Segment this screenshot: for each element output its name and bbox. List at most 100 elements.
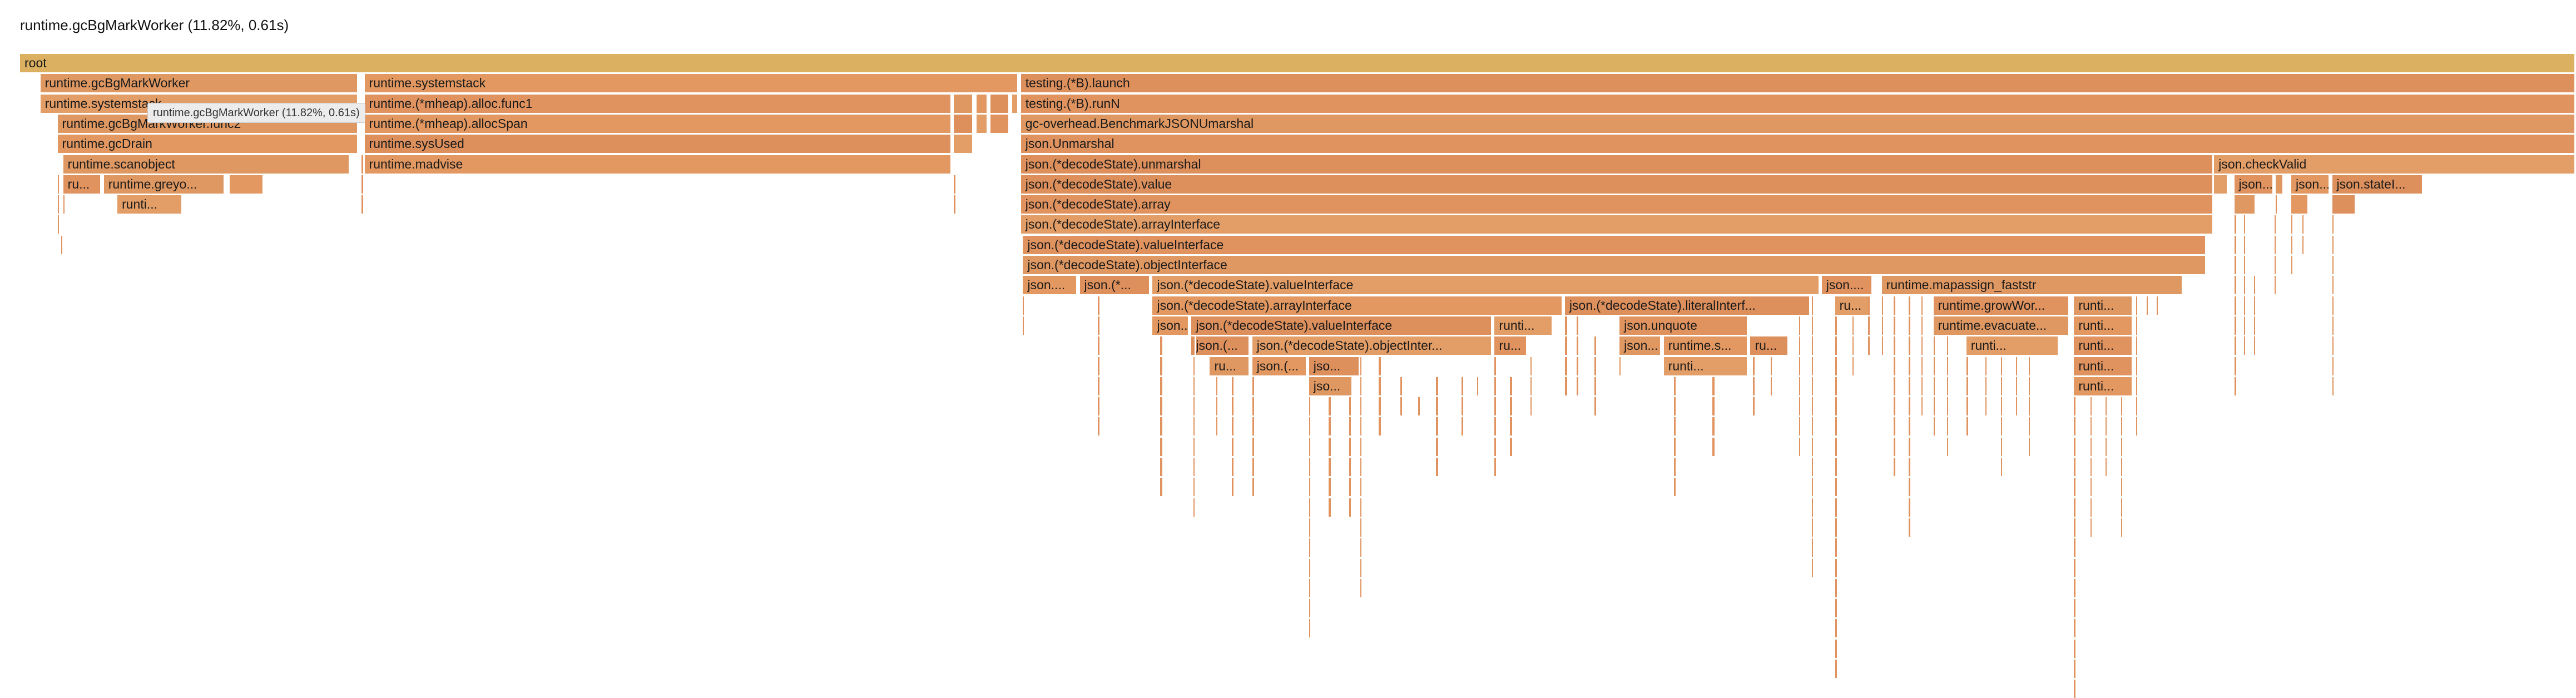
flame-frame[interactable]: runti...: [117, 195, 183, 214]
flame-frame[interactable]: runtime.scanobject: [63, 155, 351, 174]
flame-frame-sliver[interactable]: [1947, 417, 1950, 436]
flame-frame-sliver[interactable]: [1436, 437, 1440, 456]
flame-frame-sliver[interactable]: [1097, 316, 1101, 335]
flame-frame-sliver[interactable]: [2106, 458, 2109, 476]
flame-frame-sliver[interactable]: [1360, 558, 1364, 577]
flame-frame-sliver[interactable]: [1510, 377, 1514, 395]
flame-frame-sliver[interactable]: [1933, 336, 1936, 355]
flame-frame-sliver[interactable]: [1360, 377, 1364, 395]
flame-frame-sliver[interactable]: [1400, 397, 1404, 416]
flame-frame-sliver[interactable]: [1360, 498, 1364, 517]
flame-frame-sliver[interactable]: [1835, 498, 1839, 517]
flame-frame-sliver[interactable]: [1360, 437, 1364, 456]
flame-frame-sliver[interactable]: [1799, 397, 1802, 416]
flame-frame-sliver[interactable]: [1193, 397, 1196, 416]
flame-frame-sliver[interactable]: [1252, 478, 1256, 497]
flame-frame-sliver[interactable]: [2274, 215, 2277, 234]
flame-frame[interactable]: runtime.gcBgMarkWorker: [40, 74, 359, 93]
flame-frame-sliver[interactable]: [1771, 357, 1774, 375]
flame-frame-sliver[interactable]: [2090, 437, 2093, 456]
flame-frame[interactable]: json.(...: [1252, 357, 1307, 375]
flame-frame-sliver[interactable]: [57, 195, 61, 214]
flame-frame[interactable]: runtime.(*mheap).alloc.func1: [364, 94, 953, 113]
flame-frame[interactable]: json.(*decodeState).array: [1021, 195, 2215, 214]
flame-frame[interactable]: runtime.gcDrain: [57, 135, 359, 154]
flame-frame-sliver[interactable]: [1309, 498, 1312, 517]
flame-frame-sliver[interactable]: [2121, 478, 2124, 497]
flame-frame-sliver[interactable]: [61, 235, 64, 254]
flame-frame-sliver[interactable]: [1619, 357, 1623, 375]
flame-frame-sliver[interactable]: [2332, 215, 2335, 234]
flame-frame-sliver[interactable]: [2234, 357, 2238, 375]
flame-frame-sliver[interactable]: [1966, 357, 1970, 375]
flame-frame-sliver[interactable]: [2291, 235, 2294, 254]
flame-frame[interactable]: json.(...: [1191, 336, 1251, 355]
flame-frame-sliver[interactable]: [2234, 377, 2238, 395]
flame-frame-sliver[interactable]: [1309, 437, 1312, 456]
flame-frame-sliver[interactable]: [1893, 316, 1897, 335]
flame-frame-sliver[interactable]: [2121, 437, 2124, 456]
flame-frame-sliver[interactable]: [2000, 357, 2004, 375]
flame-frame-sliver[interactable]: [1329, 478, 1333, 497]
flame-frame-sliver[interactable]: [1966, 417, 1970, 436]
flame-frame[interactable]: testing.(*B).runN: [1021, 94, 2576, 113]
flame-frame-sliver[interactable]: [2136, 336, 2139, 355]
flame-frame-sliver[interactable]: [1811, 336, 1815, 355]
flame-frame[interactable]: ru...: [1210, 357, 1251, 375]
flame-frame-sliver[interactable]: [1933, 417, 1936, 436]
flame-frame-sliver[interactable]: [1530, 397, 1534, 416]
flame-frame-sliver[interactable]: [1893, 458, 1897, 476]
flame-frame[interactable]: jso...: [1309, 377, 1354, 395]
flame-frame[interactable]: json.(*decodeState).valueInterface: [1023, 235, 2207, 254]
flame-frame-sliver[interactable]: [1893, 397, 1897, 416]
flame-frame-sliver[interactable]: [2121, 518, 2124, 537]
flame-frame-sliver[interactable]: [1231, 397, 1235, 416]
flame-frame-sliver[interactable]: [1811, 498, 1815, 517]
flame-frame-sliver[interactable]: [1329, 417, 1333, 436]
flame-frame-sliver[interactable]: [1462, 417, 1465, 436]
flame-frame-sliver[interactable]: [2291, 215, 2294, 234]
flame-frame-sliver[interactable]: [1966, 397, 1970, 416]
flame-frame-sliver[interactable]: [1216, 417, 1219, 436]
flame-frame-sliver[interactable]: [2106, 417, 2109, 436]
flame-frame-sliver[interactable]: [2234, 256, 2238, 274]
flame-frame-sliver[interactable]: [1309, 478, 1312, 497]
flame-frame-sliver[interactable]: [1881, 316, 1885, 335]
flame-frame-sliver[interactable]: [1231, 478, 1235, 497]
flame-frame[interactable]: json.(*decodeState).literalInterf...: [1564, 296, 1811, 315]
flame-frame-sliver[interactable]: [1436, 377, 1440, 395]
flame-frame-sliver[interactable]: [2243, 235, 2247, 254]
flame-frame-sliver[interactable]: [1564, 316, 1569, 335]
flame-frame[interactable]: runtime.growWor...: [1933, 296, 2070, 315]
flame-frame-sliver[interactable]: [1673, 397, 1677, 416]
flame-frame-sliver[interactable]: [2253, 276, 2257, 295]
flame-frame-sliver[interactable]: [1835, 538, 1839, 557]
flame-frame[interactable]: runtime.sysUsed: [364, 135, 953, 154]
flame-frame-sliver[interactable]: [2332, 296, 2335, 315]
flame-frame[interactable]: jso...: [1309, 357, 1361, 375]
flame-frame-sliver[interactable]: [1835, 458, 1839, 476]
flame-frame-sliver[interactable]: [2302, 215, 2306, 234]
flame-frame-sliver[interactable]: [1360, 417, 1364, 436]
flame-frame[interactable]: [990, 94, 1010, 113]
flame-frame-sliver[interactable]: [1893, 296, 1897, 315]
flame-frame-sliver[interactable]: [1933, 357, 1936, 375]
flame-frame-sliver[interactable]: [2074, 619, 2078, 638]
flame-frame-sliver[interactable]: [1231, 437, 1235, 456]
flame-frame-sliver[interactable]: [1418, 397, 1421, 416]
flame-frame-sliver[interactable]: [2234, 336, 2238, 355]
flame-frame-sliver[interactable]: [1811, 538, 1815, 557]
flame-frame-sliver[interactable]: [1835, 518, 1839, 537]
flame-frame-sliver[interactable]: [2332, 357, 2335, 375]
flame-frame-sliver[interactable]: [1252, 377, 1256, 395]
flame-frame[interactable]: runtime.evacuate...: [1933, 316, 2070, 335]
flame-frame-sliver[interactable]: [1193, 417, 1196, 436]
flame-frame-sliver[interactable]: [1811, 558, 1815, 577]
flame-frame-sliver[interactable]: [1835, 336, 1839, 355]
flame-frame-sliver[interactable]: [1852, 316, 1856, 335]
flame-frame-sliver[interactable]: [1494, 458, 1498, 476]
flame-frame-sliver[interactable]: [2090, 458, 2093, 476]
flame-frame-sliver[interactable]: [1893, 357, 1897, 375]
flame-frame-sliver[interactable]: [1835, 437, 1839, 456]
flame-frame-sliver[interactable]: [361, 175, 365, 194]
